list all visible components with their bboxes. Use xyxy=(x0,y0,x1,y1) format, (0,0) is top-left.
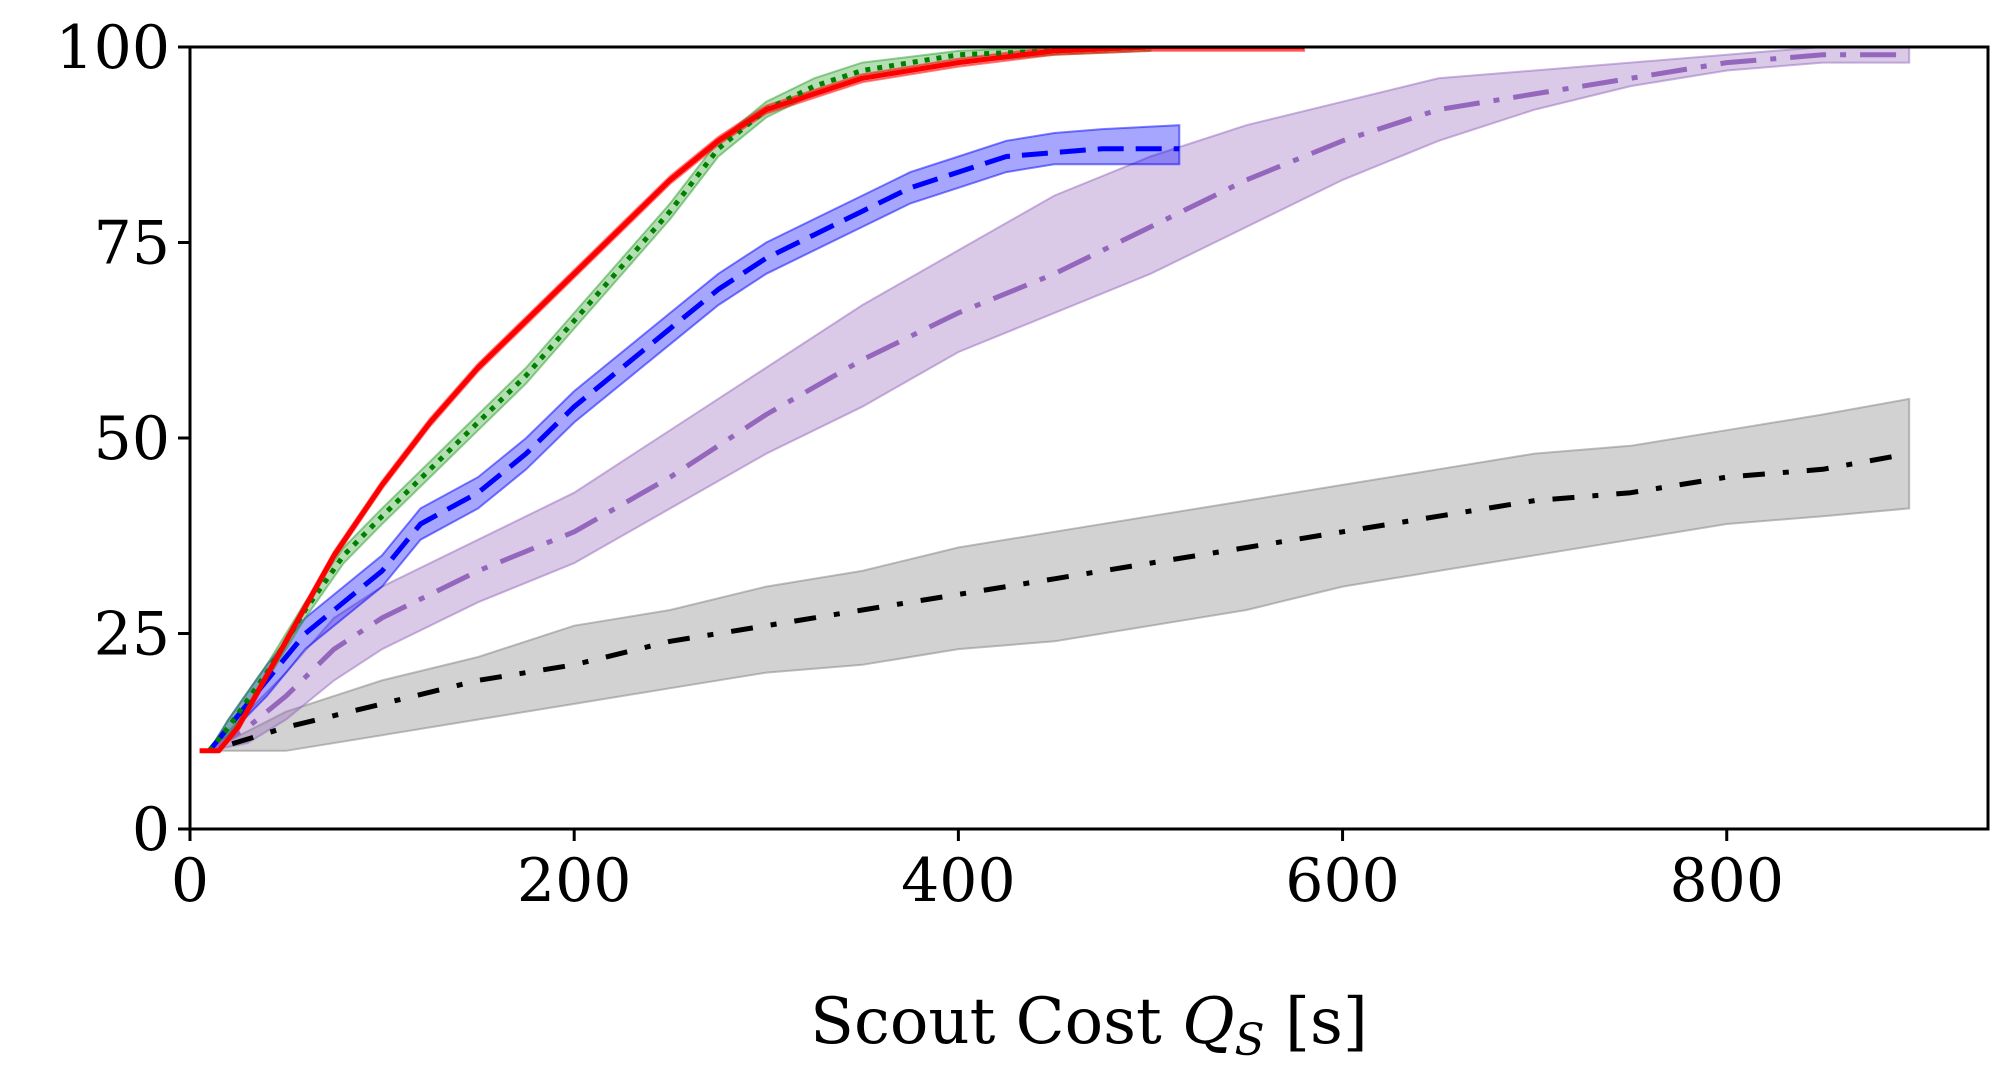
y-axis-ticks: 0 25 50 75 100 xyxy=(55,13,190,865)
x-axis-title: Scout Cost QS [s] xyxy=(810,985,1368,1066)
x-tick-label: 600 xyxy=(1285,846,1400,916)
x-tick-label: 800 xyxy=(1669,846,1784,916)
line-blue-dashed xyxy=(207,146,1180,753)
band-blue-dashed xyxy=(208,124,1181,752)
line-gray-dash-dot-dot xyxy=(208,451,1910,754)
y-tick-label: 50 xyxy=(94,404,170,474)
band-purple-dash-dot xyxy=(206,47,1911,753)
y-tick-label: 75 xyxy=(94,209,170,279)
x-axis-ticks: 0 200 400 600 800 xyxy=(171,829,1784,916)
line-red-solid xyxy=(199,47,1305,754)
confidence-bands xyxy=(199,47,1911,753)
x-axis-title-suffix: [s] xyxy=(1265,985,1368,1059)
y-tick-label: 25 xyxy=(94,600,170,670)
x-tick-label: 0 xyxy=(171,846,209,916)
series-lines xyxy=(199,47,1910,754)
x-axis-title-subscript: S xyxy=(1235,1015,1265,1066)
x-tick-label: 400 xyxy=(901,846,1016,916)
x-tick-label: 200 xyxy=(517,846,632,916)
y-tick-label: 100 xyxy=(55,13,170,83)
x-axis-title-prefix: Scout Cost xyxy=(810,985,1182,1059)
line-purple-dash-dot xyxy=(207,52,1910,753)
y-tick-label: 0 xyxy=(132,795,170,865)
x-axis-title-variable: Q xyxy=(1182,985,1234,1059)
band-gray-dash-dot-dot xyxy=(208,397,1911,752)
